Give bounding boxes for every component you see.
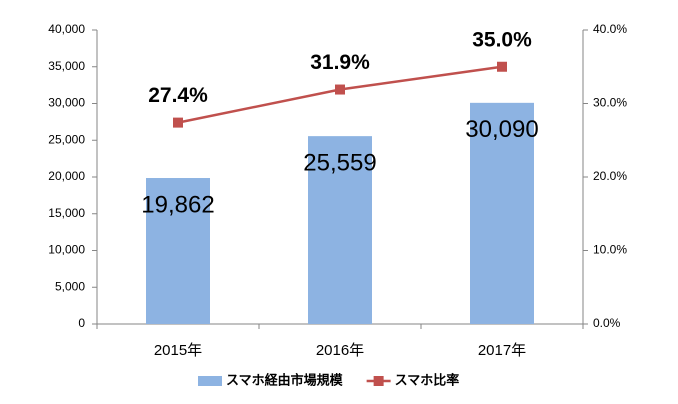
legend-swatch	[373, 376, 384, 386]
bar-value-label: 25,559	[303, 149, 376, 176]
bar	[308, 136, 372, 324]
bar	[146, 178, 210, 324]
y-tick-label: 40,000	[48, 22, 85, 36]
y2-tick-label: 30.0%	[593, 96, 627, 110]
bar	[470, 102, 534, 324]
line-marker	[173, 117, 183, 128]
y-tick-label: 0	[78, 316, 85, 330]
y-tick-label: 25,000	[48, 132, 85, 146]
x-tick-label: 2016年	[316, 342, 364, 359]
line-value-label: 35.0%	[472, 28, 532, 51]
line-value-label: 31.9%	[310, 51, 370, 74]
y-tick-label: 30,000	[48, 96, 85, 110]
y-tick-label: 35,000	[48, 59, 85, 73]
bar-value-label: 19,862	[141, 191, 214, 218]
line	[177, 65, 503, 124]
bar-value-label: 30,090	[465, 116, 538, 143]
y-tick-label: 15,000	[48, 206, 85, 220]
line-value-label: 27.4%	[148, 84, 208, 107]
x-tick-label: 2015年	[154, 342, 202, 359]
y2-tick-label: 0.0%	[593, 316, 621, 330]
y-tick-label: 10,000	[48, 243, 85, 257]
y-tick-label: 5,000	[55, 279, 85, 293]
legend-label: スマホ経由市場規模	[226, 372, 344, 387]
legend-swatch	[198, 376, 222, 386]
y2-tick-label: 20.0%	[593, 169, 627, 183]
legend-label: スマホ比率	[395, 372, 460, 387]
y2-tick-label: 10.0%	[593, 243, 627, 257]
line-marker	[497, 61, 507, 72]
y-tick-label: 20,000	[48, 169, 85, 183]
y2-tick-label: 40.0%	[593, 22, 627, 36]
x-tick-label: 2017年	[478, 342, 526, 359]
line-marker	[335, 84, 345, 95]
